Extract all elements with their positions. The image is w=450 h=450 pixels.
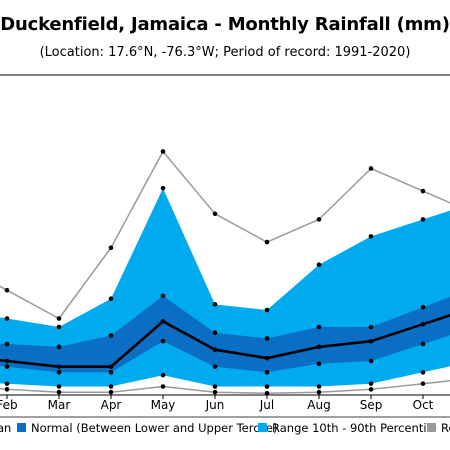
upper-tercile-point-may [160, 293, 166, 299]
p10-point-apr [108, 384, 114, 389]
chart-title: Duckenfield, Jamaica - Monthly Rainfall … [0, 14, 450, 35]
upper-tercile-point-apr [108, 333, 114, 338]
upper-tercile-point-oct [420, 304, 426, 310]
x-tick-label-oct: Oct [413, 398, 434, 412]
lower-tercile-point-apr [108, 370, 114, 375]
median-point-may [160, 319, 166, 324]
record-high-point-oct [420, 188, 426, 194]
p10-point-sep [368, 381, 374, 386]
p90-point-feb [4, 316, 10, 321]
record-low-point-mar [56, 389, 62, 395]
upper-tercile-point-jun [212, 330, 218, 335]
lower-tercile-point-feb [4, 364, 10, 369]
median-point-aug [316, 344, 322, 350]
record-low-point-aug [316, 389, 322, 395]
record-high-point-apr [108, 245, 114, 251]
legend-label-normal-between-lower-and-upper-tercile: Normal (Between Lower and Upper Tercile) [31, 421, 278, 435]
median-point-feb [4, 358, 10, 364]
record-high-point-feb [4, 287, 10, 293]
p90-point-jun [212, 302, 218, 307]
lower-tercile-point-jul [264, 370, 270, 375]
record-high-point-mar [56, 316, 62, 321]
upper-tercile-point-aug [316, 324, 322, 330]
normal-tercile-band [0, 295, 450, 373]
record-high-point-sep [368, 166, 374, 171]
record-low-point-jul [264, 391, 270, 395]
record-high-point-may [160, 149, 166, 154]
p90-point-jul [264, 307, 270, 313]
lower-tercile-point-oct [420, 341, 426, 347]
record-low-point-oct [420, 381, 426, 386]
lower-tercile-point-sep [368, 358, 374, 364]
p90-point-oct [420, 217, 426, 222]
p10-point-may [160, 372, 166, 378]
record-low-point-may [160, 384, 166, 389]
lower-tercile-point-aug [316, 361, 322, 367]
x-tick-label-sep: Sep [360, 398, 383, 412]
legend-swatch-range-10th-90th-percentile [258, 423, 267, 432]
chart-subtitle: (Location: 17.6°N, -76.3°W; Period of re… [39, 45, 411, 60]
x-tick-label-jul: Jul [259, 398, 274, 412]
p10-point-feb [4, 381, 10, 386]
x-tick-label-feb: Feb [0, 398, 18, 412]
median-point-jun [212, 347, 218, 352]
x-tick-label-aug: Aug [307, 398, 330, 412]
legend-label-range-10th-90th-percentile: Range 10th - 90th Percentile [272, 421, 437, 435]
record-high-point-jul [264, 239, 270, 245]
p10-point-mar [56, 384, 62, 389]
p10-point-jun [212, 384, 218, 389]
x-tick-label-may: May [151, 398, 176, 412]
upper-tercile-point-feb [4, 341, 10, 347]
legend-swatch-normal-between-lower-and-upper-tercile [17, 423, 26, 432]
p10-point-oct [420, 370, 426, 375]
lower-tercile-point-mar [56, 370, 62, 375]
x-tick-label-apr: Apr [101, 398, 122, 412]
p90-point-sep [368, 234, 374, 239]
p90-point-mar [56, 324, 62, 330]
record-low-point-sep [368, 387, 374, 392]
p10-point-aug [316, 384, 322, 389]
record-low-point-jun [212, 389, 218, 395]
p90-point-apr [108, 296, 114, 302]
x-tick-label-jun: Jun [205, 398, 225, 412]
p10-point-jul [264, 384, 270, 389]
x-tick-label-mar: Mar [48, 398, 71, 412]
p90-point-may [160, 185, 166, 191]
median-point-jul [264, 355, 270, 361]
median-point-apr [108, 364, 114, 369]
legend-label-record: Re [441, 421, 450, 435]
record-high-point-aug [316, 217, 322, 222]
record-low-point-apr [108, 389, 114, 395]
upper-tercile-point-sep [368, 324, 374, 330]
lower-tercile-point-may [160, 338, 166, 344]
median-point-oct [420, 321, 426, 327]
median-point-mar [56, 364, 62, 369]
upper-tercile-point-mar [56, 344, 62, 350]
median-point-sep [368, 338, 374, 344]
record-low-point-feb [4, 387, 10, 392]
legend-swatch-record [427, 423, 436, 432]
lower-tercile-point-jun [212, 364, 218, 369]
legend-label-median: an [0, 421, 11, 435]
record-high-point-jun [212, 211, 218, 217]
p90-point-aug [316, 262, 322, 268]
upper-tercile-point-jul [264, 336, 270, 341]
